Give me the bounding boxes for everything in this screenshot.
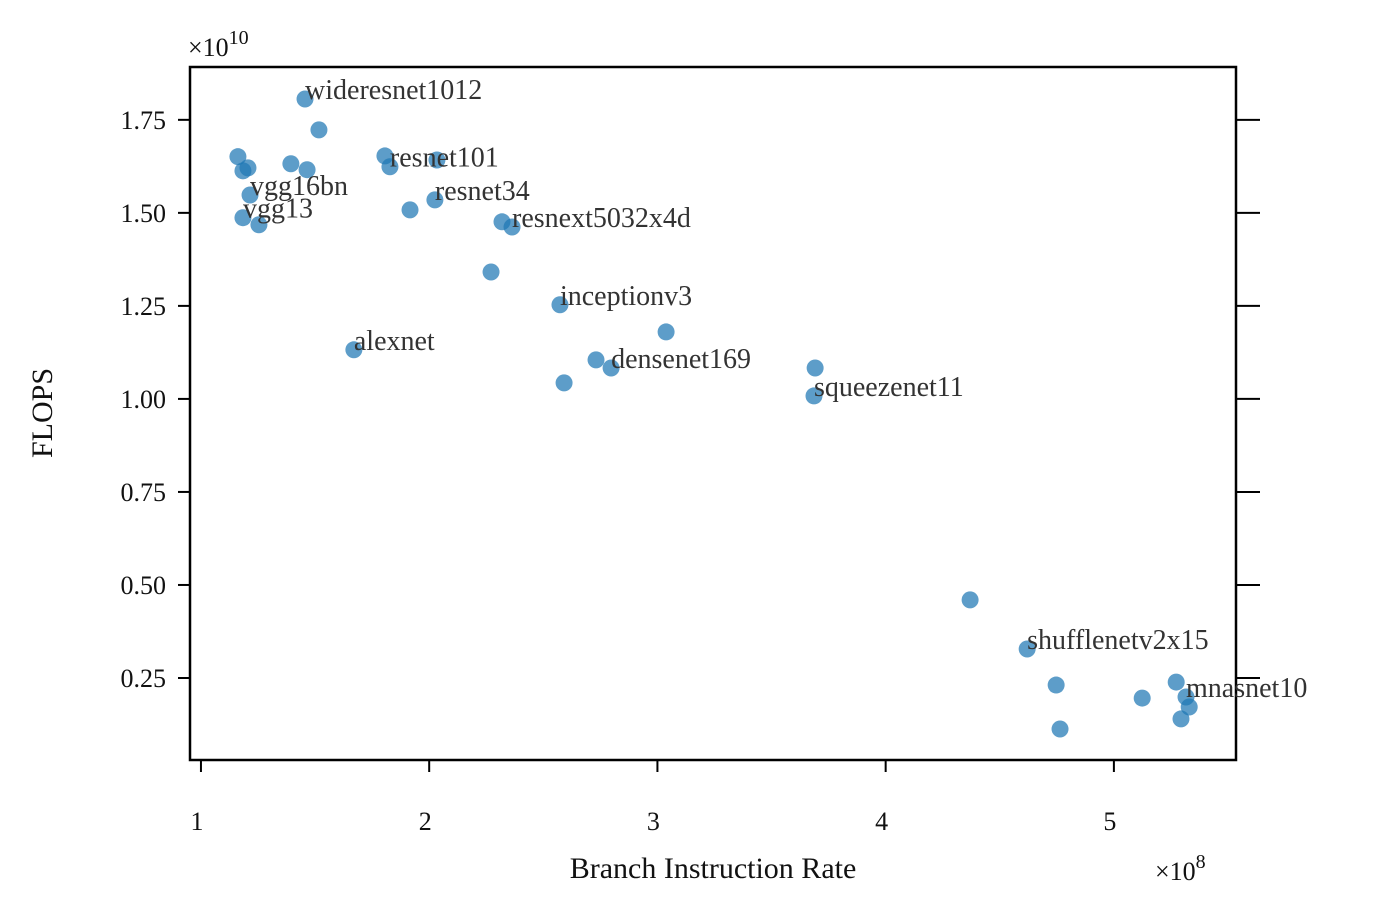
y-offset-label: ×1010 (188, 27, 249, 62)
point (1180, 698, 1198, 716)
point (282, 155, 300, 173)
y-axis-label: FLOPS (26, 368, 59, 458)
point-annotation: alexnet (354, 326, 435, 357)
point (234, 209, 252, 227)
point-annotation: vgg16bn (250, 171, 348, 202)
x-tick-label: 1 (190, 807, 203, 836)
point-annotation: resnet34 (435, 176, 530, 207)
point-annotation: resnext5032x4d (512, 203, 691, 234)
point (401, 201, 419, 219)
point-annotation: squeezenet11 (814, 372, 964, 403)
point (551, 296, 569, 314)
point (657, 323, 675, 341)
point (1018, 640, 1036, 658)
x-tick-label: 3 (647, 807, 660, 836)
point (381, 158, 399, 176)
y-tick-label: 0.75 (121, 478, 167, 507)
y-tick-label: 0.25 (121, 664, 167, 693)
point (345, 341, 363, 359)
point-annotation: vgg13 (243, 194, 313, 225)
point (1172, 710, 1190, 728)
x-tick-label: 2 (419, 807, 432, 836)
point (961, 591, 979, 609)
y-tick-label: 1.00 (121, 385, 167, 414)
y-tick-label: 0.50 (121, 571, 167, 600)
point (426, 191, 444, 209)
plot-frame (188, 65, 1238, 762)
x-offset-base: ×10 (1155, 857, 1196, 886)
point-annotation: wideresnet1012 (305, 75, 482, 106)
point (806, 359, 824, 377)
y-tick-label: 1.75 (121, 106, 167, 135)
x-tick-label: 4 (875, 807, 888, 836)
point (602, 359, 620, 377)
y-offset-exp: 10 (229, 27, 249, 49)
y-tick-label: 1.25 (121, 292, 167, 321)
x-offset-label: ×108 (1155, 851, 1206, 886)
point (482, 263, 500, 281)
point-annotation: densenet169 (611, 344, 751, 375)
point (503, 218, 521, 236)
point (310, 121, 328, 139)
point-annotation: resnet101 (390, 143, 499, 174)
point (587, 351, 605, 369)
point (1051, 720, 1069, 738)
point (428, 151, 446, 169)
point (250, 216, 268, 234)
x-offset-exp: 8 (1196, 851, 1206, 873)
point (1167, 673, 1185, 691)
point (229, 148, 247, 166)
point (239, 159, 257, 177)
point (296, 90, 314, 108)
point (555, 374, 573, 392)
point (298, 161, 316, 179)
point-annotation: mnasnet10 (1186, 673, 1307, 704)
point-annotation: shufflenetv2x15 (1027, 625, 1208, 656)
point (1133, 689, 1151, 707)
point-annotation: inceptionv3 (560, 281, 692, 312)
point (241, 186, 259, 204)
x-tick-label: 5 (1103, 807, 1116, 836)
y-tick-label: 1.50 (121, 199, 167, 228)
point (1047, 676, 1065, 694)
x-axis-label: Branch Instruction Rate (570, 852, 857, 885)
point (805, 387, 823, 405)
y-offset-base: ×10 (188, 33, 229, 62)
